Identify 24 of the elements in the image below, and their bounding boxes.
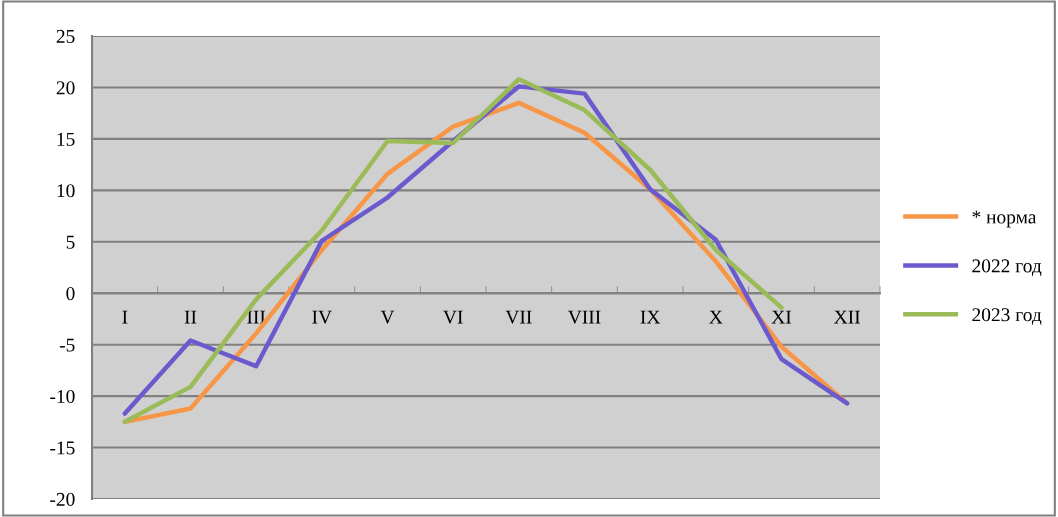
x-tick-label: X	[709, 310, 723, 324]
y-tick-label: 5	[66, 235, 75, 249]
y-tick-label: 0	[66, 287, 75, 301]
x-tick-label: XII	[834, 310, 860, 324]
x-tick-label: IX	[640, 310, 661, 324]
x-tick-label: XI	[771, 310, 792, 324]
y-tick-label: -15	[50, 441, 75, 455]
x-tick-label: II	[184, 310, 197, 324]
x-tick-label: V	[380, 310, 395, 324]
y-tick-label: -5	[59, 338, 75, 352]
x-tick-label: IV	[312, 310, 332, 324]
x-tick-label: VII	[505, 310, 532, 324]
x-tick-label: I	[122, 310, 128, 324]
y-tick-label: 20	[56, 81, 75, 95]
y-tick-label: -20	[50, 492, 75, 506]
y-tick-label: 25	[56, 29, 75, 43]
legend-label: 2023 год	[972, 308, 1042, 325]
x-tick-label: VIII	[567, 310, 601, 324]
y-tick-label: 10	[57, 184, 75, 198]
x-tick-label: VI	[443, 310, 463, 324]
y-tick-label: 15	[57, 132, 75, 146]
legend-label: * норма	[972, 210, 1037, 228]
y-tick-label: -10	[50, 389, 75, 404]
legend-label: 2022 год	[972, 259, 1042, 276]
